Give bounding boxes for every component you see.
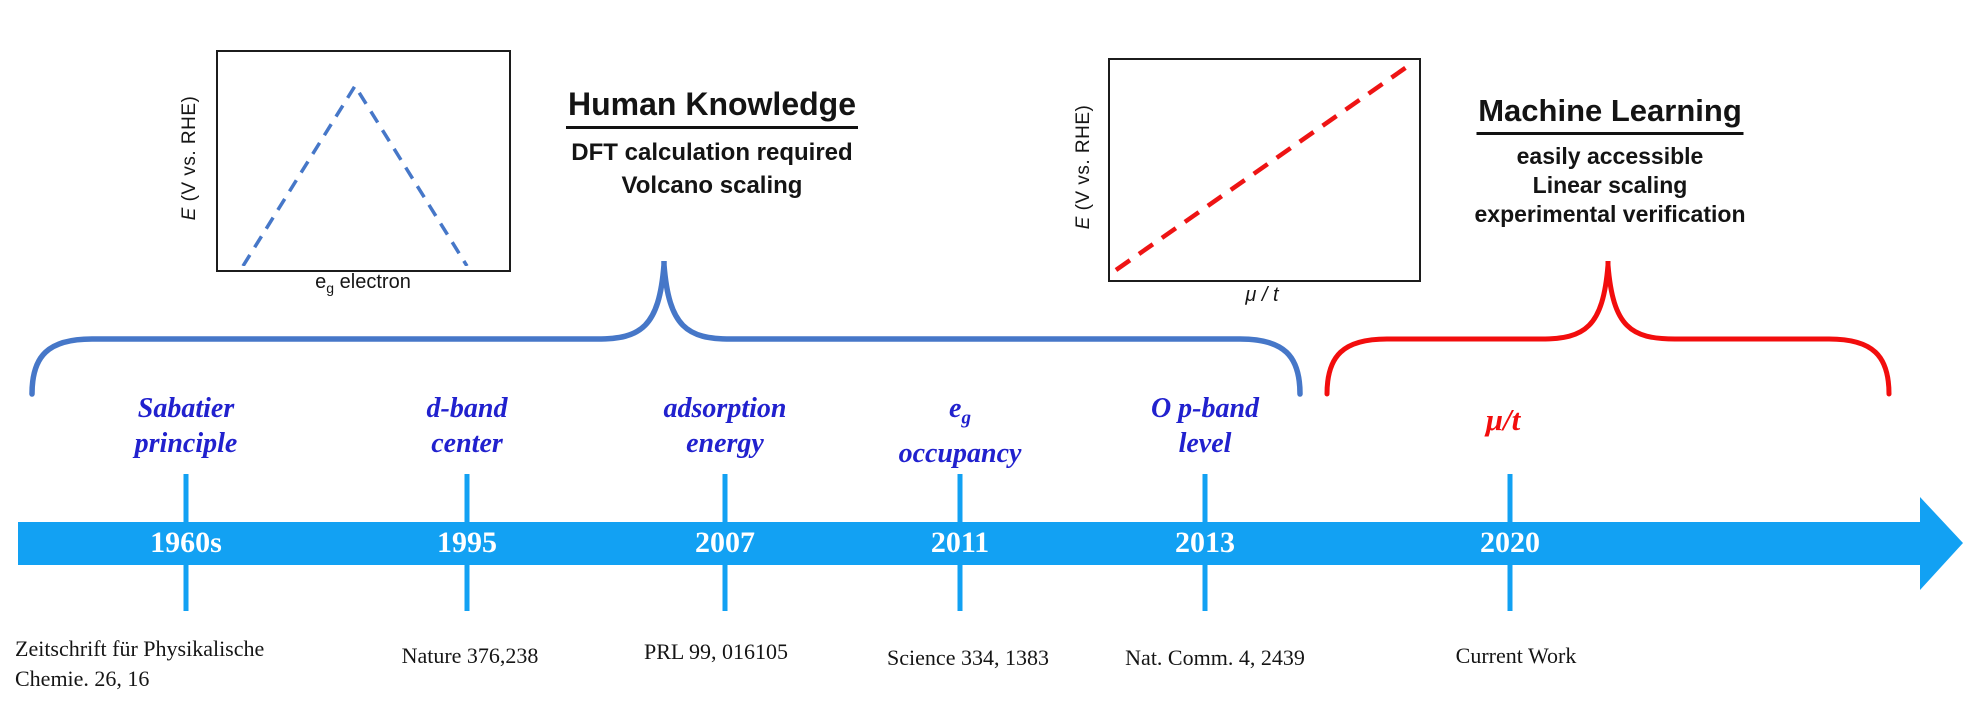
y-label-E: E	[1073, 216, 1094, 230]
tick-2007-top	[722, 474, 728, 522]
machine-learning-block: Machine Learning easily accessible Linea…	[1475, 93, 1746, 229]
human-knowledge-title: Human Knowledge	[565, 86, 859, 129]
ml-line-experimental: experimental verification	[1474, 201, 1746, 227]
label-d-band-center: d-band center	[426, 393, 508, 459]
linear-dashed-line	[1114, 62, 1413, 272]
timeline-arrow	[18, 497, 1963, 590]
ref-nature: Nature 376,238	[401, 643, 539, 668]
year-2011: 2011	[930, 526, 990, 559]
linear-x-axis-label: μ / t	[1245, 284, 1279, 306]
tick-2013-top	[1202, 474, 1208, 522]
label-mu-t: μ/t	[1485, 402, 1521, 437]
human-knowledge-brace	[29, 261, 1303, 397]
label-eg-occupancy: eg occupancy	[898, 393, 1022, 469]
machine-learning-title: Machine Learning	[1476, 93, 1744, 135]
hk-line-volcano: Volcano scaling	[621, 172, 803, 199]
ref-nat-comm: Nat. Comm. 4, 2439	[1125, 645, 1305, 670]
linear-plot-area	[1114, 62, 1413, 272]
ref-zeitschrift: Zeitschrift für Physikalische Chemie. 26,…	[15, 636, 265, 691]
volcano-x-axis-label: eg electron	[315, 271, 411, 296]
tick-2020-top	[1507, 474, 1513, 522]
ml-line-accessible: easily accessible	[1516, 143, 1704, 169]
year-2013: 2013	[1175, 526, 1235, 559]
year-1960s: 1960s	[150, 526, 222, 559]
volcano-plot-area	[241, 82, 469, 266]
tick-1960s-top	[183, 474, 189, 522]
y-label-units: (V vs. RHE)	[1073, 104, 1094, 217]
ref-prl: PRL 99, 016105	[643, 639, 789, 664]
tick-2011-top	[957, 474, 963, 522]
linear-chart	[1108, 58, 1421, 282]
x-label-sub-g: g	[326, 280, 335, 296]
year-2007: 2007	[695, 526, 755, 559]
year-1995: 1995	[437, 526, 497, 559]
tick-2020-bottom	[1507, 565, 1513, 611]
machine-learning-subtitle: easily accessible Linear scaling experim…	[1475, 142, 1746, 229]
tick-1960s-bottom	[183, 565, 189, 611]
human-knowledge-subtitle: DFT calculation required Volcano scaling	[566, 136, 858, 202]
ref-science: Science 334, 1383	[887, 645, 1049, 670]
linear-y-axis-label: E (V vs. RHE)	[1073, 105, 1095, 230]
y-label-units: (V vs. RHE)	[179, 95, 200, 208]
year-2020: 2020	[1480, 526, 1540, 559]
label-o-p-band-level: O p-band level	[1150, 393, 1260, 459]
tick-2013-bottom	[1202, 565, 1208, 611]
x-label-e: e	[315, 271, 327, 293]
y-label-E: E	[179, 207, 200, 221]
volcano-y-axis-label: E (V vs. RHE)	[179, 96, 201, 221]
tick-2011-bottom	[957, 565, 963, 611]
label-sabatier-principle: Sabatier principle	[134, 393, 238, 459]
tick-1995-bottom	[464, 565, 470, 611]
x-label-electron: electron	[334, 271, 411, 293]
volcano-dashed-curve	[241, 82, 469, 266]
ml-line-linear: Linear scaling	[1532, 172, 1688, 198]
tick-2007-bottom	[722, 565, 728, 611]
timeline-ticks	[183, 474, 1513, 611]
ref-current-work: Current Work	[1455, 643, 1577, 668]
arrowhead	[1920, 497, 1963, 590]
label-adsorption-energy: adsorption energy	[663, 393, 787, 459]
machine-learning-brace	[1324, 261, 1892, 397]
tick-1995-top	[464, 474, 470, 522]
human-knowledge-block: Human Knowledge DFT calculation required…	[565, 86, 859, 202]
hk-line-dft: DFT calculation required	[571, 139, 853, 166]
volcano-chart	[216, 50, 511, 272]
